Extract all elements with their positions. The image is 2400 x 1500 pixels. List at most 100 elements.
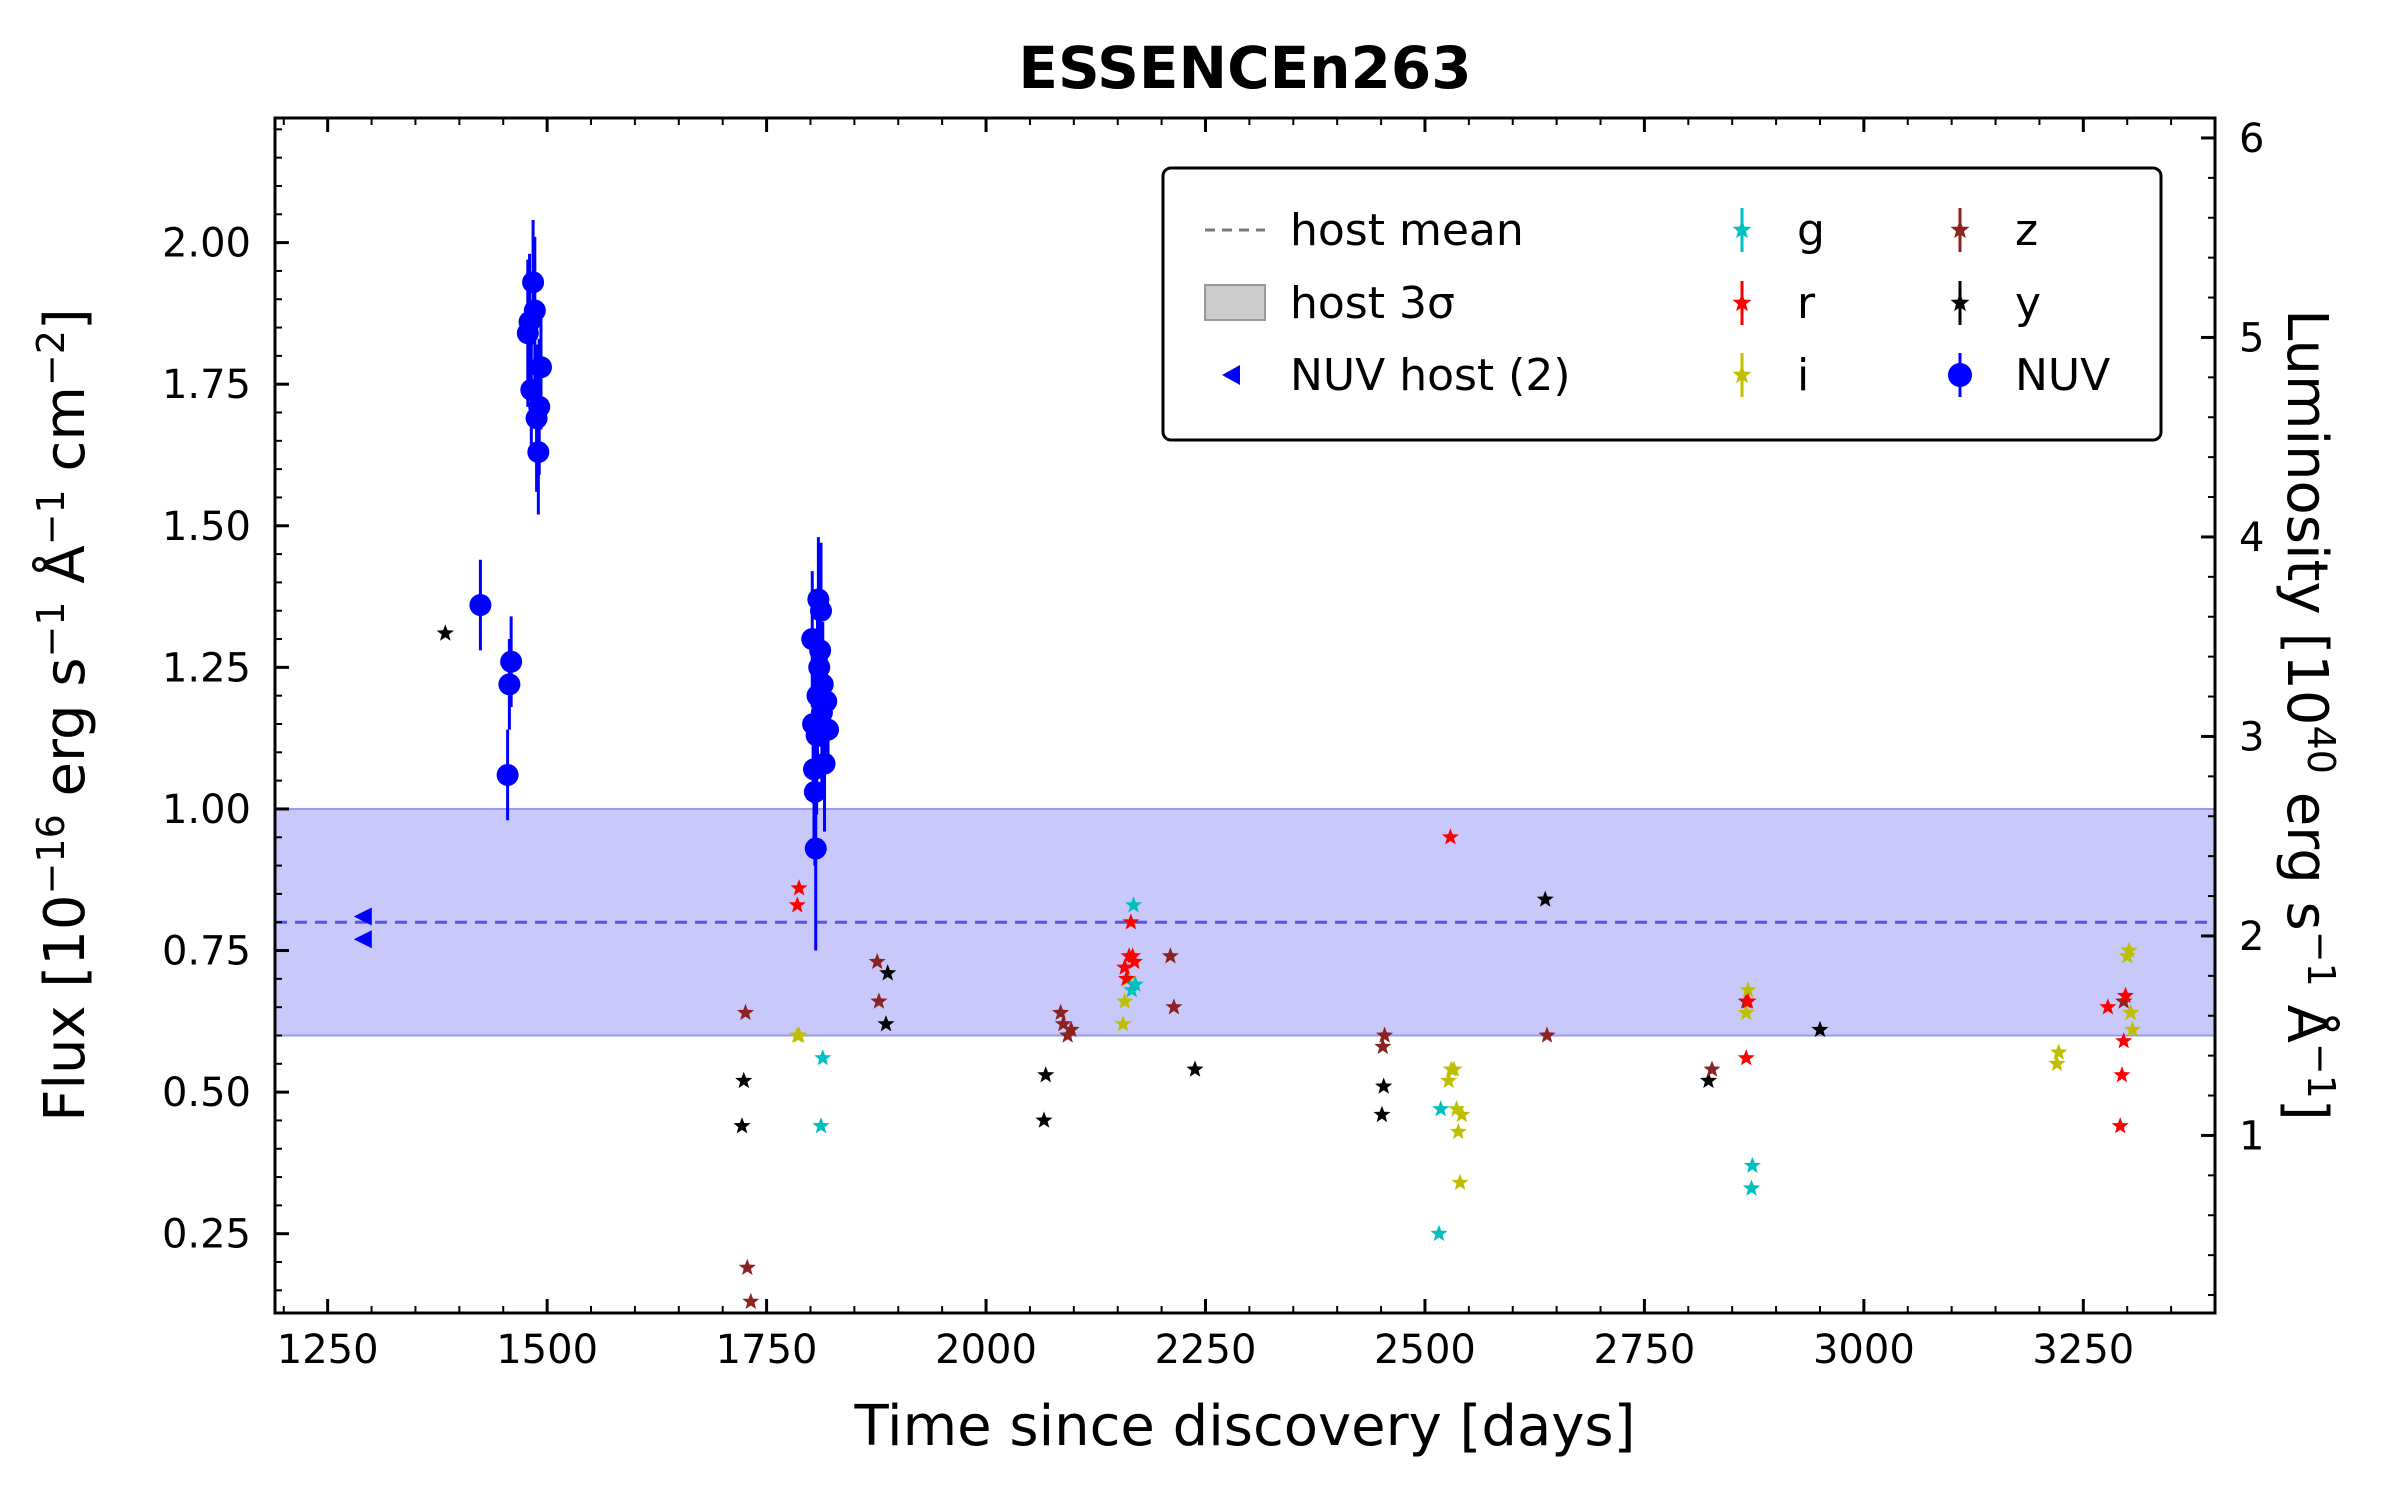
host-layer <box>275 807 2215 1037</box>
point-r <box>1125 952 1143 970</box>
x-tick-label: 1500 <box>496 1327 598 1373</box>
point-g <box>814 1049 832 1066</box>
point-nuv-host <box>353 930 372 949</box>
point-nuv-host <box>353 907 372 926</box>
point-r <box>2116 986 2134 1004</box>
point-nuv <box>496 763 519 786</box>
point-z <box>1052 1003 1070 1021</box>
point-g <box>1126 975 1144 992</box>
point-y <box>1699 1071 1718 1089</box>
point-nuv <box>804 837 827 860</box>
legend-host-band-label: host 3σ <box>1290 278 1455 329</box>
point-z <box>1062 1020 1080 1038</box>
point-z <box>742 1292 760 1309</box>
point-y <box>1373 1105 1391 1123</box>
x-tick-label: 2750 <box>1594 1327 1696 1373</box>
legend-i-label: i <box>1797 350 1809 401</box>
y-right-tick-label: 1 <box>2239 1113 2264 1159</box>
y-tick-label: 0.25 <box>162 1212 251 1258</box>
point-z <box>1374 1037 1392 1055</box>
legend-y-swatch <box>1950 281 1970 325</box>
point-r <box>2115 1032 2133 1049</box>
x-tick-label: 2000 <box>935 1327 1037 1373</box>
y-tick-label: 1.75 <box>162 362 251 408</box>
y-right-tick-label: 2 <box>2239 914 2264 960</box>
point-nuv <box>810 599 833 622</box>
point-y <box>1375 1077 1393 1094</box>
legend-box <box>1161 166 2163 442</box>
legend-z-label: z <box>2015 205 2038 256</box>
point-i <box>1453 1105 1471 1123</box>
point-y <box>1037 1066 1055 1083</box>
point-z <box>870 992 888 1009</box>
point-g <box>1743 1156 1761 1173</box>
legend-nuv-label: NUV <box>2015 350 2110 401</box>
point-nuv <box>529 356 552 379</box>
x-tick-label: 1250 <box>277 1327 379 1373</box>
y-right-tick-label: 6 <box>2239 116 2264 162</box>
legend-r-label: r <box>1797 278 1816 329</box>
x-axis-ticks: 1250 1500 1750 2000 2250 2500 2750 3000 3250 <box>277 118 2216 1373</box>
y-right-tick-label: 3 <box>2239 714 2264 760</box>
point-i <box>2122 1003 2140 1021</box>
legend-nuv-host-swatch <box>1222 365 1240 385</box>
point-i <box>790 1026 808 1043</box>
y-tick-label: 2.00 <box>162 221 251 267</box>
point-r <box>1116 958 1134 975</box>
legend-nuv-swatch <box>1948 353 1972 397</box>
point-y <box>1811 1020 1829 1038</box>
y-right-tick-label: 4 <box>2239 515 2264 561</box>
legend-i-swatch <box>1732 353 1752 397</box>
point-nuv <box>815 690 838 713</box>
y-axis-right-ticks: 1 2 3 4 5 6 <box>2201 116 2264 1297</box>
y-tick-label: 0.50 <box>162 1070 251 1116</box>
point-y <box>877 1015 895 1032</box>
point-i <box>2050 1043 2068 1060</box>
point-nuv <box>498 673 521 696</box>
point-i <box>1114 1015 1132 1032</box>
point-r <box>1117 969 1136 987</box>
point-i <box>1448 1100 1466 1117</box>
point-y <box>1186 1060 1204 1077</box>
legend-host-mean-label: host mean <box>1290 205 1524 256</box>
point-z <box>1538 1026 1556 1043</box>
legend-host-band-swatch <box>1204 284 1266 321</box>
point-i <box>1737 1003 1755 1021</box>
point-g <box>1430 1224 1448 1241</box>
point-i <box>1449 1122 1467 1139</box>
y-axis-left-label: Flux [10−16 erg s−1 Å−1 cm−2] <box>29 308 98 1122</box>
y-tick-label: 1.00 <box>162 787 251 833</box>
point-z <box>1054 1015 1072 1032</box>
point-i <box>1451 1173 1469 1190</box>
point-r <box>788 896 806 913</box>
chart-title: ESSENCEn263 <box>1018 34 1471 102</box>
y-right-tick-label: 5 <box>2239 315 2264 361</box>
legend-g-swatch <box>1732 208 1752 252</box>
point-z <box>1703 1060 1721 1077</box>
point-r <box>2111 1117 2129 1134</box>
point-i <box>2123 1020 2141 1038</box>
legend-z-swatch <box>1950 208 1970 252</box>
x-tick-label: 1750 <box>716 1327 818 1373</box>
data-marks <box>353 219 2141 1309</box>
y-tick-label: 0.75 <box>162 929 251 975</box>
point-r <box>790 879 808 896</box>
point-nuv <box>469 594 492 617</box>
point-z <box>1161 947 1179 964</box>
legend-g-label: g <box>1797 205 1825 256</box>
x-tick-label: 3000 <box>1813 1327 1915 1373</box>
point-r <box>2099 998 2117 1015</box>
point-z <box>738 1258 756 1275</box>
point-g <box>812 1117 830 1134</box>
point-g <box>1432 1100 1450 1117</box>
point-y <box>733 1117 751 1134</box>
y-tick-label: 1.50 <box>162 504 251 550</box>
point-i <box>1739 981 1757 998</box>
point-z <box>1376 1026 1394 1043</box>
plot-frame <box>273 116 2217 1315</box>
point-nuv <box>522 271 545 294</box>
x-tick-label: 2250 <box>1155 1327 1257 1373</box>
point-r <box>1737 1049 1755 1066</box>
legend-y-label: y <box>2015 278 2041 329</box>
x-tick-label: 2500 <box>1374 1327 1476 1373</box>
